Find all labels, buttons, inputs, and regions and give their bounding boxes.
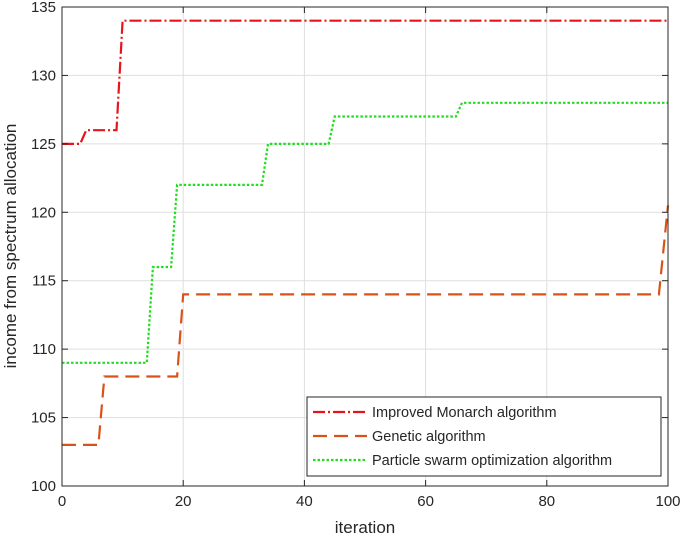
series-line-genetic-algorithm — [62, 205, 670, 446]
series-line-improved-monarch-algorithm — [62, 19, 668, 145]
x-tick-label: 80 — [538, 493, 555, 510]
y-tick-label: 105 — [31, 410, 56, 427]
y-tick-label: 115 — [32, 273, 56, 290]
y-axis-label: income from spectrum allocation — [1, 124, 20, 369]
legend: Improved Monarch algorithm Genetic algori… — [306, 396, 662, 477]
y-tick-label: 135 — [31, 0, 56, 16]
series-lines — [62, 19, 670, 446]
legend-label-genetic-algorithm: Genetic algorithm — [372, 429, 486, 445]
y-tick-label: 100 — [31, 478, 56, 495]
x-axis-label: iteration — [335, 518, 395, 537]
y-tick-label: 110 — [32, 341, 56, 358]
x-tick-label: 60 — [417, 493, 434, 510]
plot-frame — [61, 6, 669, 487]
x-tick-label: 40 — [296, 493, 313, 510]
axis-ticks: 0 20 40 60 80 100 100 105 110 115 120 125 130 135 — [31, 0, 681, 510]
x-tick-label: 0 — [58, 493, 66, 510]
y-tick-label: 130 — [31, 67, 56, 84]
x-tick-label: 100 — [655, 493, 680, 510]
x-tick-label: 20 — [175, 493, 192, 510]
y-tick-label: 125 — [31, 136, 56, 153]
legend-label-improved-monarch-algorithm: Improved Monarch algorithm — [372, 405, 557, 421]
y-tick-label: 120 — [31, 204, 56, 221]
legend-label-particle-swarm-optimization-algorithm: Particle swarm optimization algorithm — [372, 453, 612, 469]
